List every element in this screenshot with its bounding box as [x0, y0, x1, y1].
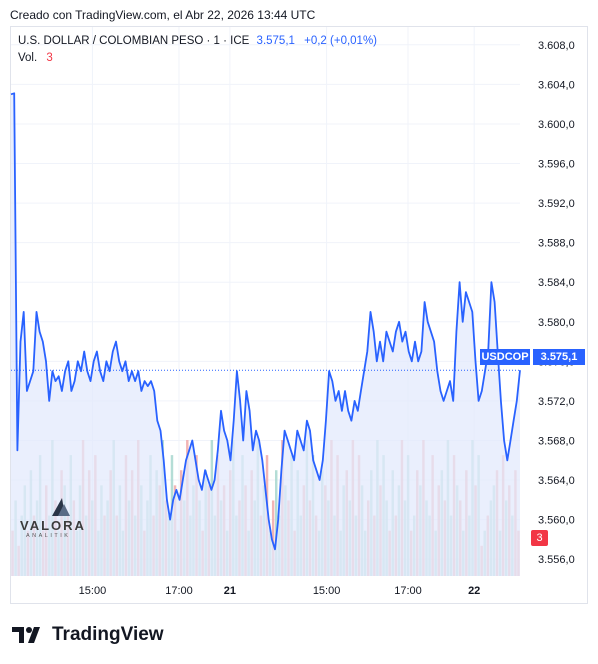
- legend-symbol: U.S. DOLLAR / COLOMBIAN PESO · 1 · ICE: [18, 35, 250, 47]
- y-tick-label: 3.596,0: [538, 159, 575, 171]
- y-tick-label: 3.580,0: [538, 317, 575, 329]
- x-axis: 15:00 17:00 21 15:00 17:00 22: [79, 585, 481, 597]
- tradingview-mark-icon: [12, 627, 40, 643]
- x-tick-label: 15:00: [79, 585, 107, 597]
- valora-logo-icon: [52, 498, 70, 516]
- legend-volume: Vol. 3: [18, 52, 53, 64]
- legend-change: +0,2 (+0,01%): [304, 35, 378, 47]
- chart-frame[interactable]: [10, 26, 588, 604]
- symbol-tag: USDCOP: [480, 349, 530, 365]
- y-axis: 3.608,0 3.604,0 3.600,0 3.596,0 3.592,0 3.588…: [538, 40, 575, 566]
- vol-value: 3: [46, 52, 53, 64]
- y-tick-label: 3.556,0: [538, 554, 575, 566]
- y-tick-label: 3.572,0: [538, 396, 575, 408]
- y-tick-label: 3.564,0: [538, 475, 575, 487]
- y-tick-label: 3.588,0: [538, 238, 575, 250]
- y-tick-label: 3.560,0: [538, 515, 575, 527]
- x-tick-label: 15:00: [313, 585, 341, 597]
- y-tick-label: 3.608,0: [538, 40, 575, 52]
- y-tick-label: 3.600,0: [538, 119, 575, 131]
- legend: U.S. DOLLAR / COLOMBIAN PESO · 1 · ICE 3…: [18, 35, 377, 47]
- volume-bar: [274, 470, 278, 576]
- vol-label: Vol.: [18, 52, 38, 64]
- price-area: [10, 92, 521, 577]
- y-tick-label: 3.568,0: [538, 435, 575, 447]
- volume-tag: 3: [531, 530, 548, 546]
- y-tick-label: 3.584,0: [538, 277, 575, 289]
- created-caption: Creado con TradingView.com, el Abr 22, 2…: [10, 8, 316, 22]
- watermark-sub: ANALITIK: [26, 533, 71, 539]
- volume-bar: [271, 500, 275, 576]
- x-tick-label: 17:00: [165, 585, 193, 597]
- price-area-fill: [11, 93, 520, 577]
- watermark-name: VALORA: [20, 518, 86, 533]
- valora-watermark: VALORA ANALITIK: [20, 496, 100, 544]
- legend-price: 3.575,1: [256, 35, 295, 47]
- brand-name: TradingView: [52, 624, 164, 645]
- x-tick-label: 17:00: [394, 585, 422, 597]
- last-price-tag: 3.575,1: [533, 349, 585, 365]
- x-tick-label: 22: [468, 585, 480, 597]
- tradingview-logo[interactable]: TradingView: [12, 622, 164, 648]
- x-tick-label: 21: [224, 585, 236, 597]
- price-line: [10, 92, 521, 551]
- y-tick-label: 3.592,0: [538, 198, 575, 210]
- y-tick-label: 3.604,0: [538, 79, 575, 91]
